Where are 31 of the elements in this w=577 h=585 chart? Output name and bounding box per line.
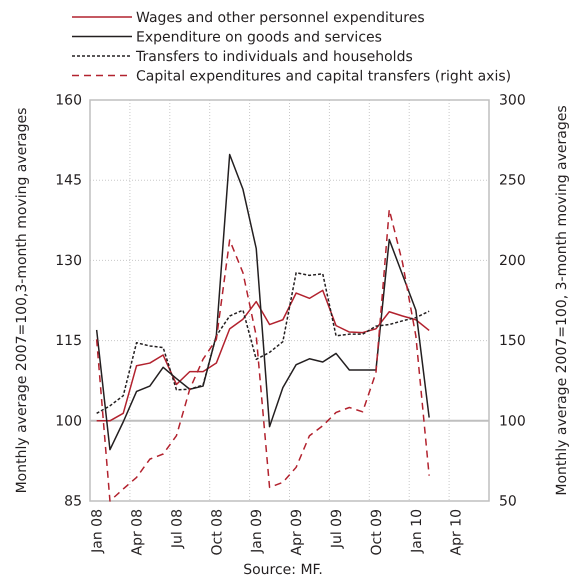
y2-tick-label: 150 bbox=[499, 333, 526, 350]
x-tick-label: Oct 08 bbox=[209, 509, 226, 556]
x-tick-label: Jan 08 bbox=[90, 509, 106, 554]
x-tick-label: Jul 08 bbox=[169, 509, 186, 550]
y-tick-label: 130 bbox=[55, 252, 82, 269]
x-tick-label: Apr 09 bbox=[289, 509, 306, 556]
y2-axis-title: Monthly average 2007=100, 3-month moving averages bbox=[554, 105, 570, 496]
y-tick-label: 145 bbox=[55, 172, 82, 189]
legend-label: Expenditure on goods and services bbox=[136, 29, 382, 46]
y-tick-label: 85 bbox=[64, 493, 82, 510]
y-axis-title: Monthly average 2007=100,3-month moving averages bbox=[14, 108, 30, 494]
line-series bbox=[96, 154, 430, 450]
x-tick-label: Jan 10 bbox=[408, 509, 425, 554]
y-tick-label: 100 bbox=[55, 413, 82, 430]
x-tick-label: Apr 10 bbox=[448, 509, 465, 556]
source-note: Source: MF. bbox=[243, 562, 323, 578]
legend-label: Capital expenditures and capital transfers (right axis) bbox=[136, 68, 512, 84]
y2-tick-label: 300 bbox=[499, 92, 526, 108]
y2-tick-label: 100 bbox=[499, 413, 526, 430]
y-tick-label: 115 bbox=[55, 333, 82, 350]
x-tick-label: Oct 09 bbox=[368, 509, 385, 556]
y-tick-label: 160 bbox=[55, 92, 82, 108]
legend-label: Wages and other personnel expenditures bbox=[136, 10, 425, 26]
y2-tick-label: 50 bbox=[499, 493, 517, 510]
y2-tick-label: 200 bbox=[499, 252, 526, 269]
y2-tick-label: 250 bbox=[499, 172, 526, 189]
x-tick-label: Apr 08 bbox=[129, 509, 146, 556]
x-tick-label: Jul 09 bbox=[328, 509, 345, 550]
legend-label: Transfers to individuals and households bbox=[135, 48, 413, 65]
line-series bbox=[96, 208, 430, 502]
x-tick-label: Jan 09 bbox=[249, 509, 266, 554]
